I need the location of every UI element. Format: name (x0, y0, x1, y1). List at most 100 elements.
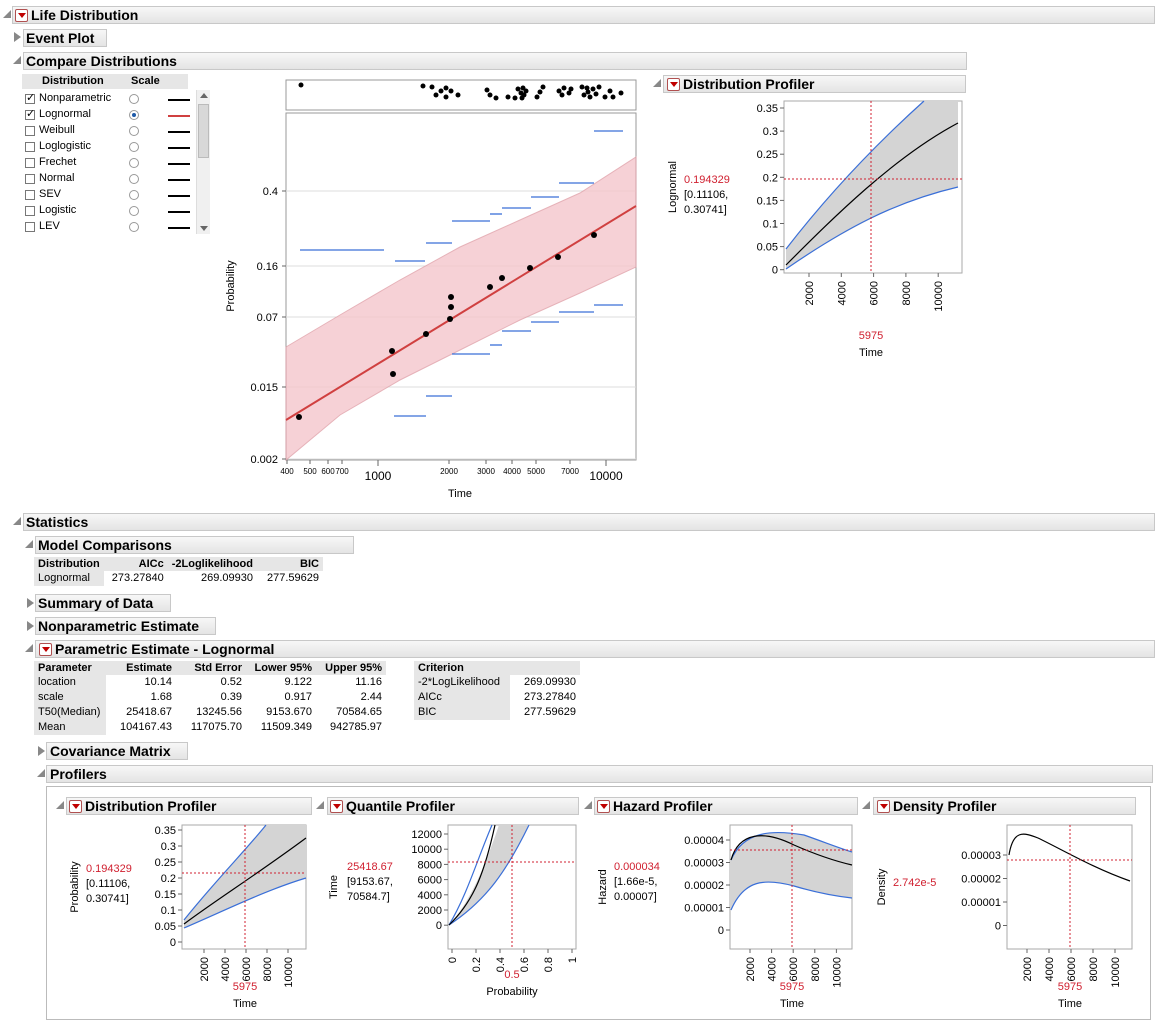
distribution-checkbox[interactable] (25, 222, 35, 232)
distribution-row[interactable]: Normal (22, 171, 192, 187)
data-point (487, 284, 493, 290)
x-value-readout[interactable]: 5975 (780, 981, 804, 993)
scroll-down-icon[interactable] (200, 226, 208, 231)
model-comparisons-table: Distribution AICc -2Loglikelihood BIC Lo… (34, 557, 323, 586)
collapse-quantile-profiler-icon[interactable] (316, 801, 324, 809)
top-distribution-profiler: 0.35 0.3 0.25 0.2 0.15 0.1 0.05 0 2000 4000 6000 80… (664, 97, 964, 362)
scale-radio[interactable] (129, 222, 139, 232)
y-tick-label: 0.00001 (684, 903, 724, 915)
distribution-row[interactable]: LEV (22, 219, 192, 235)
scale-radio[interactable] (129, 206, 139, 216)
distribution-row[interactable]: Weibull (22, 123, 192, 139)
distribution-checkbox[interactable] (25, 206, 35, 216)
legend-line-swatch (168, 179, 190, 181)
data-point (447, 316, 453, 322)
x-tick-label: 0 (447, 957, 459, 963)
mc-col-distribution: Distribution (34, 557, 104, 571)
scale-radio[interactable] (129, 174, 139, 184)
scale-radio[interactable] (129, 94, 139, 104)
distribution-profiler-menu-button[interactable] (667, 78, 680, 91)
distribution-checkbox[interactable] (25, 107, 35, 120)
y-tick-label: 0 (772, 265, 778, 277)
distribution-row[interactable]: Lognormal (22, 107, 192, 123)
y-tick-label: 0.05 (155, 921, 176, 933)
expand-summary-of-data-icon[interactable] (27, 598, 34, 608)
quantile-profiler-plot: 12000 10000 8000 6000 4000 2000 0 0 0.2 0.4 0.6 0.8… (327, 820, 582, 1015)
distribution-checkbox[interactable] (25, 158, 35, 168)
quantile-profiler-menu-button[interactable] (330, 800, 343, 813)
expand-nonparametric-estimate-icon[interactable] (27, 621, 34, 631)
legend-line-swatch (168, 163, 190, 165)
event-point (607, 88, 613, 94)
distribution-row[interactable]: Logistic (22, 203, 192, 219)
x-value-readout[interactable]: 5975 (1058, 981, 1082, 993)
y-tick-label: 4000 (418, 890, 442, 902)
event-point (593, 91, 599, 97)
collapse-compare-distributions-icon[interactable] (13, 56, 21, 64)
event-point (590, 86, 596, 92)
probability-plot: 0.4 0.16 0.07 0.015 0.002 400 500 600 700 2000 300… (220, 75, 650, 500)
distribution-row[interactable]: SEV (22, 187, 192, 203)
lognormal-fit-line (285, 205, 637, 421)
x-axis-label: Time (780, 998, 804, 1010)
y-tick-label: 0.2 (161, 873, 176, 885)
y-tick-label: 12000 (411, 829, 442, 841)
legend-line-swatch (168, 211, 190, 213)
event-point (610, 94, 616, 100)
event-point (505, 94, 511, 100)
scale-radio[interactable] (129, 142, 139, 152)
scale-radio[interactable] (129, 110, 139, 120)
x-value-readout[interactable]: 5975 (233, 981, 257, 993)
distribution-row[interactable]: Frechet (22, 155, 192, 171)
collapse-distribution-profiler-icon[interactable] (653, 79, 661, 87)
pe-col-lower95: Lower 95% (246, 661, 316, 675)
scroll-thumb[interactable] (198, 104, 209, 158)
x-minor-tick-label: 500 (303, 467, 317, 476)
collapse-statistics-icon[interactable] (13, 517, 21, 525)
x-tick-label: 0.6 (519, 957, 531, 972)
collapse-parametric-estimate-icon[interactable] (25, 644, 33, 652)
parametric-estimate-menu-button[interactable] (39, 643, 52, 656)
collapse-model-comparisons-icon[interactable] (25, 540, 33, 548)
collapse-dist-profiler-icon[interactable] (56, 801, 64, 809)
scale-radio[interactable] (129, 190, 139, 200)
dist-profiler-menu-button[interactable] (69, 800, 82, 813)
event-point (484, 87, 490, 93)
scale-radio[interactable] (129, 158, 139, 168)
distribution-checkbox[interactable] (25, 142, 35, 152)
expand-covariance-matrix-icon[interactable] (38, 746, 45, 756)
scale-radio[interactable] (129, 126, 139, 136)
legend-line-swatch (168, 115, 190, 117)
profilers-title: Profilers (50, 766, 107, 782)
life-distribution-menu-button[interactable] (15, 9, 28, 22)
y-value-readout: 0.194329 (86, 863, 132, 875)
y-value-readout: 0.194329 (684, 174, 730, 186)
scroll-up-icon[interactable] (200, 93, 208, 98)
expand-event-plot-icon[interactable] (14, 32, 21, 42)
x-value-readout[interactable]: 5975 (859, 330, 883, 342)
collapse-hazard-profiler-icon[interactable] (584, 801, 592, 809)
distribution-checkbox[interactable] (25, 190, 35, 200)
collapse-profilers-icon[interactable] (37, 769, 45, 777)
x-value-readout[interactable]: 0.5 (504, 969, 519, 981)
event-point (448, 88, 454, 94)
distribution-checkbox[interactable] (25, 91, 35, 104)
hazard-profiler-menu-button[interactable] (597, 800, 610, 813)
data-point (448, 294, 454, 300)
list-scrollbar[interactable] (196, 90, 210, 234)
covariance-matrix-title: Covariance Matrix (50, 743, 171, 759)
distribution-checkbox[interactable] (25, 126, 35, 136)
distribution-name: LEV (39, 220, 60, 232)
interval-upper-readout: 0.30741] (684, 204, 727, 216)
y-tick-label: 0 (436, 920, 442, 932)
table-row: T50(Median) 25418.67 13245.56 9153.670 70584… (34, 705, 386, 720)
collapse-density-profiler-icon[interactable] (862, 801, 870, 809)
collapse-life-distribution-icon[interactable] (3, 10, 11, 18)
lower-confidence-curve (448, 824, 530, 926)
distribution-row[interactable]: Nonparametric (22, 91, 192, 107)
confidence-band (731, 832, 852, 910)
distribution-checkbox[interactable] (25, 174, 35, 184)
x-tick-label: 10000 (933, 281, 945, 312)
distribution-row[interactable]: Loglogistic (22, 139, 192, 155)
density-profiler-menu-button[interactable] (877, 800, 890, 813)
